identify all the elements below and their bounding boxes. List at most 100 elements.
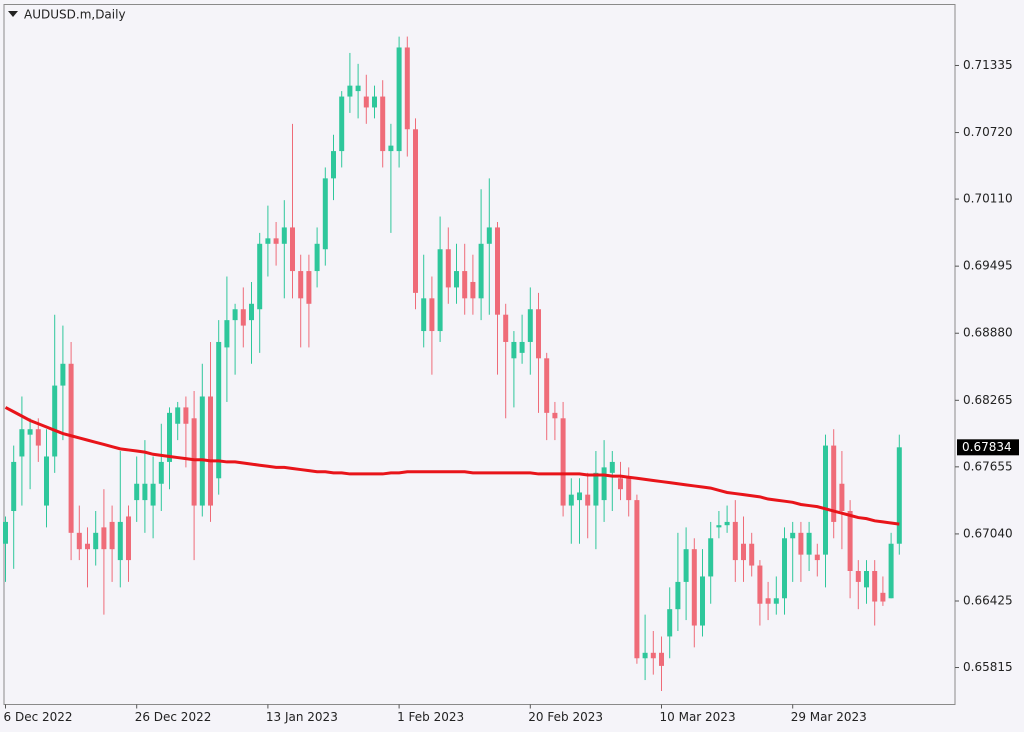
candle-body [101, 527, 107, 550]
y-tick-label: 0.70720 [963, 125, 1013, 139]
candle-body [76, 532, 82, 550]
candle-body [757, 565, 763, 604]
candle-body [585, 494, 591, 506]
menu-arrow[interactable] [8, 11, 18, 17]
candle-body [167, 412, 172, 462]
candle-body [806, 532, 812, 555]
y-tick-label: 0.65815 [963, 660, 1013, 674]
candle-body [355, 85, 361, 92]
candle-body [191, 418, 197, 506]
x-tick-label: 6 Dec 2022 [4, 710, 73, 724]
candle-body [773, 598, 779, 604]
candle-body [683, 549, 689, 582]
candle-body [347, 85, 353, 97]
candle-body [117, 521, 123, 561]
candle-body [732, 521, 738, 561]
candle-body [896, 447, 902, 544]
candle-body [52, 385, 58, 457]
x-tick-label: 26 Dec 2022 [135, 710, 212, 724]
candle-body [150, 483, 156, 506]
candle-body [577, 492, 582, 501]
candle-body [527, 309, 533, 342]
candle-body [888, 543, 894, 599]
candle-body [208, 396, 213, 506]
candle-body [568, 494, 574, 506]
candle-body [519, 341, 525, 353]
y-tick-label: 0.67040 [963, 526, 1013, 540]
candle-body [855, 571, 861, 582]
candle-body [265, 238, 271, 244]
candle-body [35, 429, 41, 446]
candle-body [109, 521, 115, 550]
candle-body [503, 314, 509, 342]
candle-body [445, 249, 451, 288]
candle-body [85, 543, 90, 550]
candle-body [864, 571, 869, 588]
candle-body [659, 652, 664, 666]
candle-body [232, 309, 238, 321]
price-tag [957, 439, 1019, 456]
y-tick-label: 0.68265 [963, 393, 1013, 407]
candle-body [675, 581, 681, 610]
candle-body [749, 543, 755, 566]
candle-body [741, 543, 746, 561]
candle-body [3, 521, 8, 544]
x-tick-label: 13 Jan 2023 [266, 710, 338, 724]
y-tick-label: 0.66425 [963, 593, 1013, 607]
candle-body [281, 227, 287, 244]
candle-body [68, 363, 74, 533]
candle-body [93, 532, 99, 550]
y-tick-label: 0.67655 [963, 459, 1013, 473]
candle-body [831, 445, 837, 522]
candle-body [782, 538, 787, 599]
candle-body [511, 341, 517, 359]
candle-body [626, 478, 632, 501]
candle-body [404, 47, 410, 130]
candle-body [322, 178, 328, 250]
candle-body [765, 598, 771, 604]
candle-body [142, 483, 148, 501]
candle-body [314, 243, 320, 272]
moving-average [4, 406, 900, 526]
candle-body [363, 96, 369, 108]
candle-body [216, 341, 222, 479]
candle-body [552, 412, 558, 419]
candle-body [290, 227, 295, 272]
candle-body [716, 525, 722, 528]
y-tick-label: 0.71335 [963, 58, 1013, 72]
y-tick-label: 0.69495 [963, 259, 1013, 273]
candle-body [396, 47, 402, 152]
candle-body [380, 96, 386, 152]
candle-body [298, 271, 304, 299]
candle-body [724, 521, 730, 526]
candle-body [593, 472, 599, 506]
x-tick-label: 1 Feb 2023 [397, 710, 464, 724]
candle-body [331, 151, 336, 179]
y-tick-label: 0.70110 [963, 192, 1013, 206]
x-tick-label: 29 Mar 2023 [791, 710, 867, 724]
candle-body [839, 483, 845, 512]
candle-body [454, 271, 459, 288]
candle-body [199, 396, 205, 506]
candle-body [339, 96, 345, 152]
x-tick-label: 20 Feb 2023 [528, 710, 603, 724]
candle-body [413, 129, 418, 293]
candle-body [273, 238, 279, 244]
candle-body [667, 609, 673, 637]
candle-body [372, 96, 377, 108]
candle-body [823, 445, 828, 555]
candle-body [847, 511, 853, 572]
candle-body [60, 363, 66, 386]
candle-body [634, 500, 640, 659]
candle-body [306, 271, 312, 304]
candle-body [880, 592, 886, 602]
plot-area [3, 4, 956, 705]
candle-body [257, 243, 263, 310]
candle-body [798, 532, 804, 555]
candle-body [240, 309, 246, 326]
candle-body [609, 461, 615, 473]
candle-body [19, 429, 25, 457]
candle-body [708, 538, 714, 577]
candle-body [388, 145, 394, 152]
